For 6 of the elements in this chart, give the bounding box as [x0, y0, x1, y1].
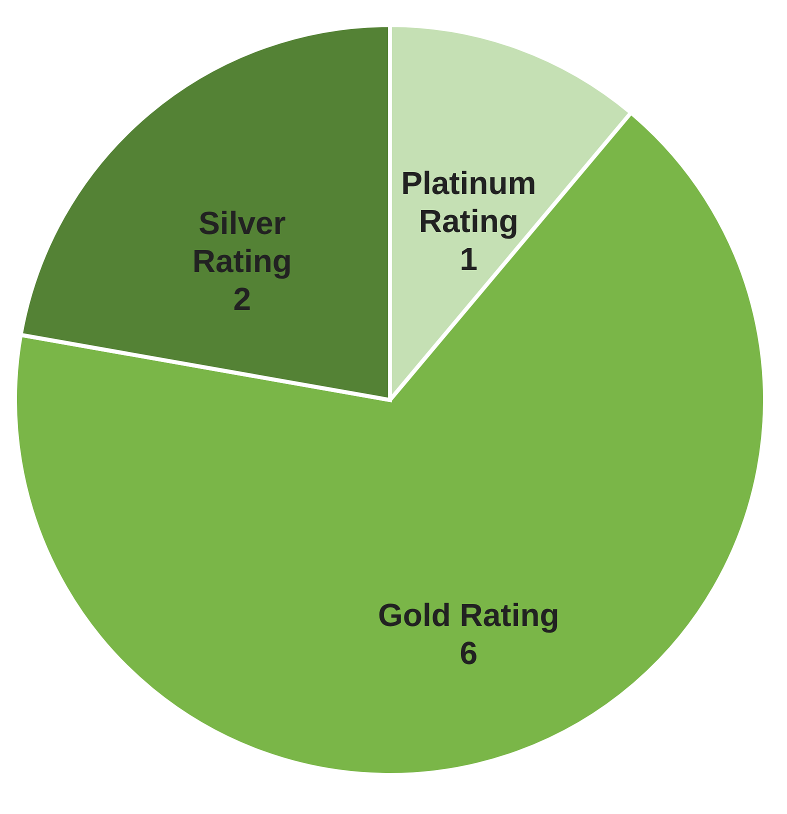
- data-label: 6: [460, 635, 478, 672]
- slice-label: Gold Rating: [378, 597, 560, 634]
- slice-label: Platinum Rating: [401, 164, 536, 239]
- data-label: 1: [460, 240, 478, 277]
- data-label: 2: [233, 280, 252, 317]
- slice-label: Silver Rating: [192, 204, 292, 279]
